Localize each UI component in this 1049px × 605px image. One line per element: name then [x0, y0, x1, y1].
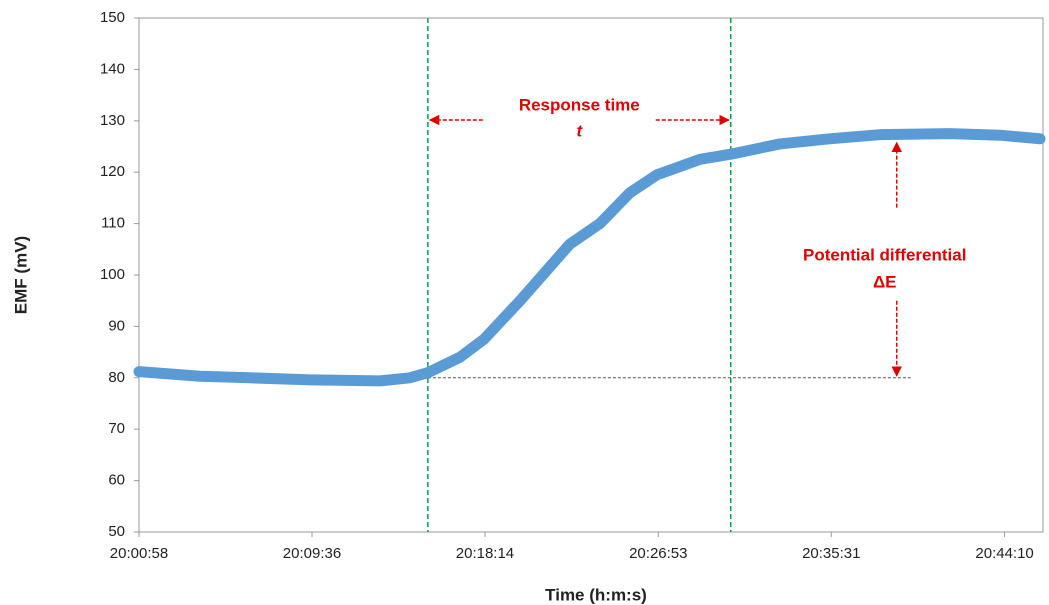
x-tick-label: 20:35:31 — [802, 545, 860, 562]
annotation: Response time — [519, 95, 640, 114]
y-tick-label: 120 — [100, 163, 125, 180]
x-tick-label: 20:18:14 — [456, 545, 514, 562]
y-axis-title: EMF (mV) — [11, 236, 30, 314]
y-tick-label: 100 — [100, 266, 125, 283]
y-tick-label: 130 — [100, 112, 125, 129]
y-tick-label: 140 — [100, 60, 125, 77]
annotation: t — [576, 121, 583, 140]
y-tick-label: 80 — [108, 369, 125, 386]
y-tick-label: 90 — [108, 317, 125, 334]
x-tick-label: 20:44:10 — [975, 545, 1033, 562]
x-axis-title: Time (h:m:s) — [545, 585, 647, 604]
y-tick-label: 50 — [108, 523, 125, 540]
x-tick-label: 20:26:53 — [629, 545, 687, 562]
series-line — [133, 128, 1046, 387]
x-tick-label: 20:09:36 — [283, 545, 341, 562]
y-tick-label: 70 — [108, 420, 125, 437]
annotation: Potential differential — [803, 245, 966, 264]
y-tick-label: 150 — [100, 9, 125, 26]
y-tick-label: 60 — [108, 472, 125, 489]
x-tick-label: 20:00:58 — [110, 545, 168, 562]
y-tick-label: 110 — [101, 215, 125, 232]
annotation: ΔE — [873, 272, 897, 291]
